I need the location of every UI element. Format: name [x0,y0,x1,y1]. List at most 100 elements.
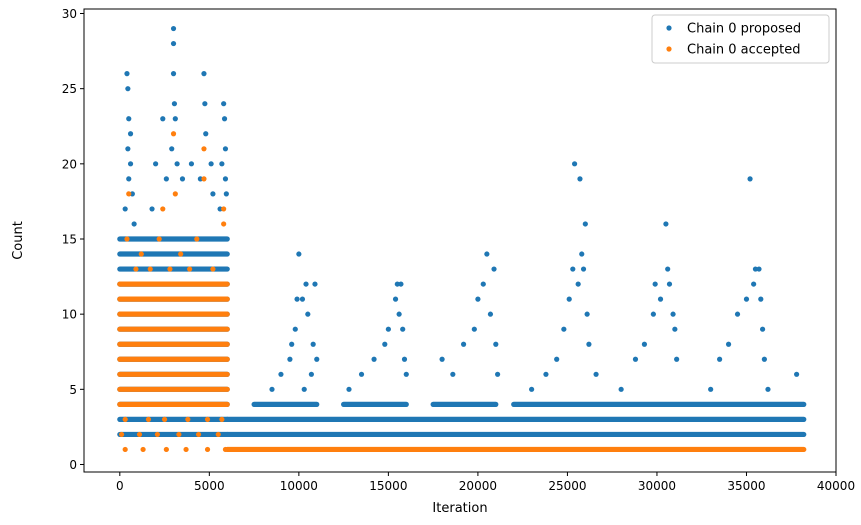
data-point [122,206,128,212]
data-point [310,341,316,347]
data-point [171,101,178,107]
data-point [160,206,166,212]
data-point [665,266,671,272]
data-point [176,431,182,438]
data-point [759,326,766,332]
data-point [122,446,128,453]
series-accepted [117,131,807,453]
data-point [269,386,275,392]
x-tick-label: 5000 [194,479,225,493]
data-point [666,281,673,287]
data-point [187,266,193,272]
data-point [156,236,162,242]
data-point [725,341,732,347]
data-point [131,221,137,227]
data-point [495,371,501,377]
data-point [308,371,314,377]
data-point [127,131,134,137]
data-point [400,326,406,332]
data-point [204,446,211,453]
y-tick-label: 15 [62,232,77,246]
data-point [570,266,576,272]
data-point [299,296,306,302]
data-point [582,221,588,227]
x-tick-label: 0 [116,479,124,493]
data-point [314,356,320,362]
data-point [577,176,583,182]
data-point [149,206,155,212]
data-point [579,251,585,257]
y-tick-label: 25 [62,82,77,96]
data-point [154,431,161,438]
data-point [221,101,227,107]
data-point [197,176,203,182]
y-tick-label: 0 [69,458,77,472]
data-point [287,356,293,362]
data-point [346,386,352,392]
data-point [221,206,227,212]
data-point [169,146,175,152]
data-point [194,236,200,242]
data-point [183,446,189,453]
data-point [491,266,497,272]
data-point [222,146,229,152]
data-point [529,386,535,392]
data-point [734,311,741,317]
data-point [580,266,587,272]
data-point [305,311,311,317]
data-point [172,191,178,197]
data-point [657,296,664,302]
data-point [401,356,408,362]
data-point [751,281,757,287]
data-point [119,431,125,438]
data-point [289,341,295,347]
data-point [127,161,134,167]
data-point [382,341,388,347]
data-point [204,416,211,422]
legend-marker-proposed [666,25,672,31]
data-point [163,446,169,453]
data-point [484,251,490,257]
data-point [219,161,225,167]
data-point [650,311,656,317]
data-point [138,251,144,257]
data-point [296,251,302,257]
data-point [136,431,143,438]
data-point [125,86,131,92]
data-point [201,146,207,152]
legend: Chain 0 proposed Chain 0 accepted [651,14,830,64]
data-point [543,371,549,377]
plot-area [117,25,807,453]
data-point [179,176,186,182]
data-point [652,281,658,287]
data-point [561,326,567,332]
data-point [124,236,130,242]
legend-label-accepted: Chain 0 accepted [687,43,801,58]
data-point [403,371,409,377]
data-point [618,386,624,392]
data-point [133,266,139,272]
data-point [278,371,284,377]
data-point [174,161,180,167]
data-point [188,161,195,167]
data-point [292,326,298,332]
data-point [202,101,208,107]
x-tick-label: 20000 [459,479,497,493]
x-tick-label: 40000 [817,479,855,493]
data-point [593,371,599,377]
x-tick-label: 30000 [638,479,676,493]
data-point [195,431,202,438]
data-point [475,296,481,302]
data-point [641,341,648,347]
data-point [674,356,680,362]
data-point [670,311,676,317]
data-point [575,281,581,287]
data-point [392,296,399,302]
data-point [125,146,131,152]
data-point [160,116,166,122]
data-point [210,266,216,272]
data-point [170,25,177,32]
data-point [222,446,229,453]
data-point [221,116,228,122]
data-point [167,266,173,272]
